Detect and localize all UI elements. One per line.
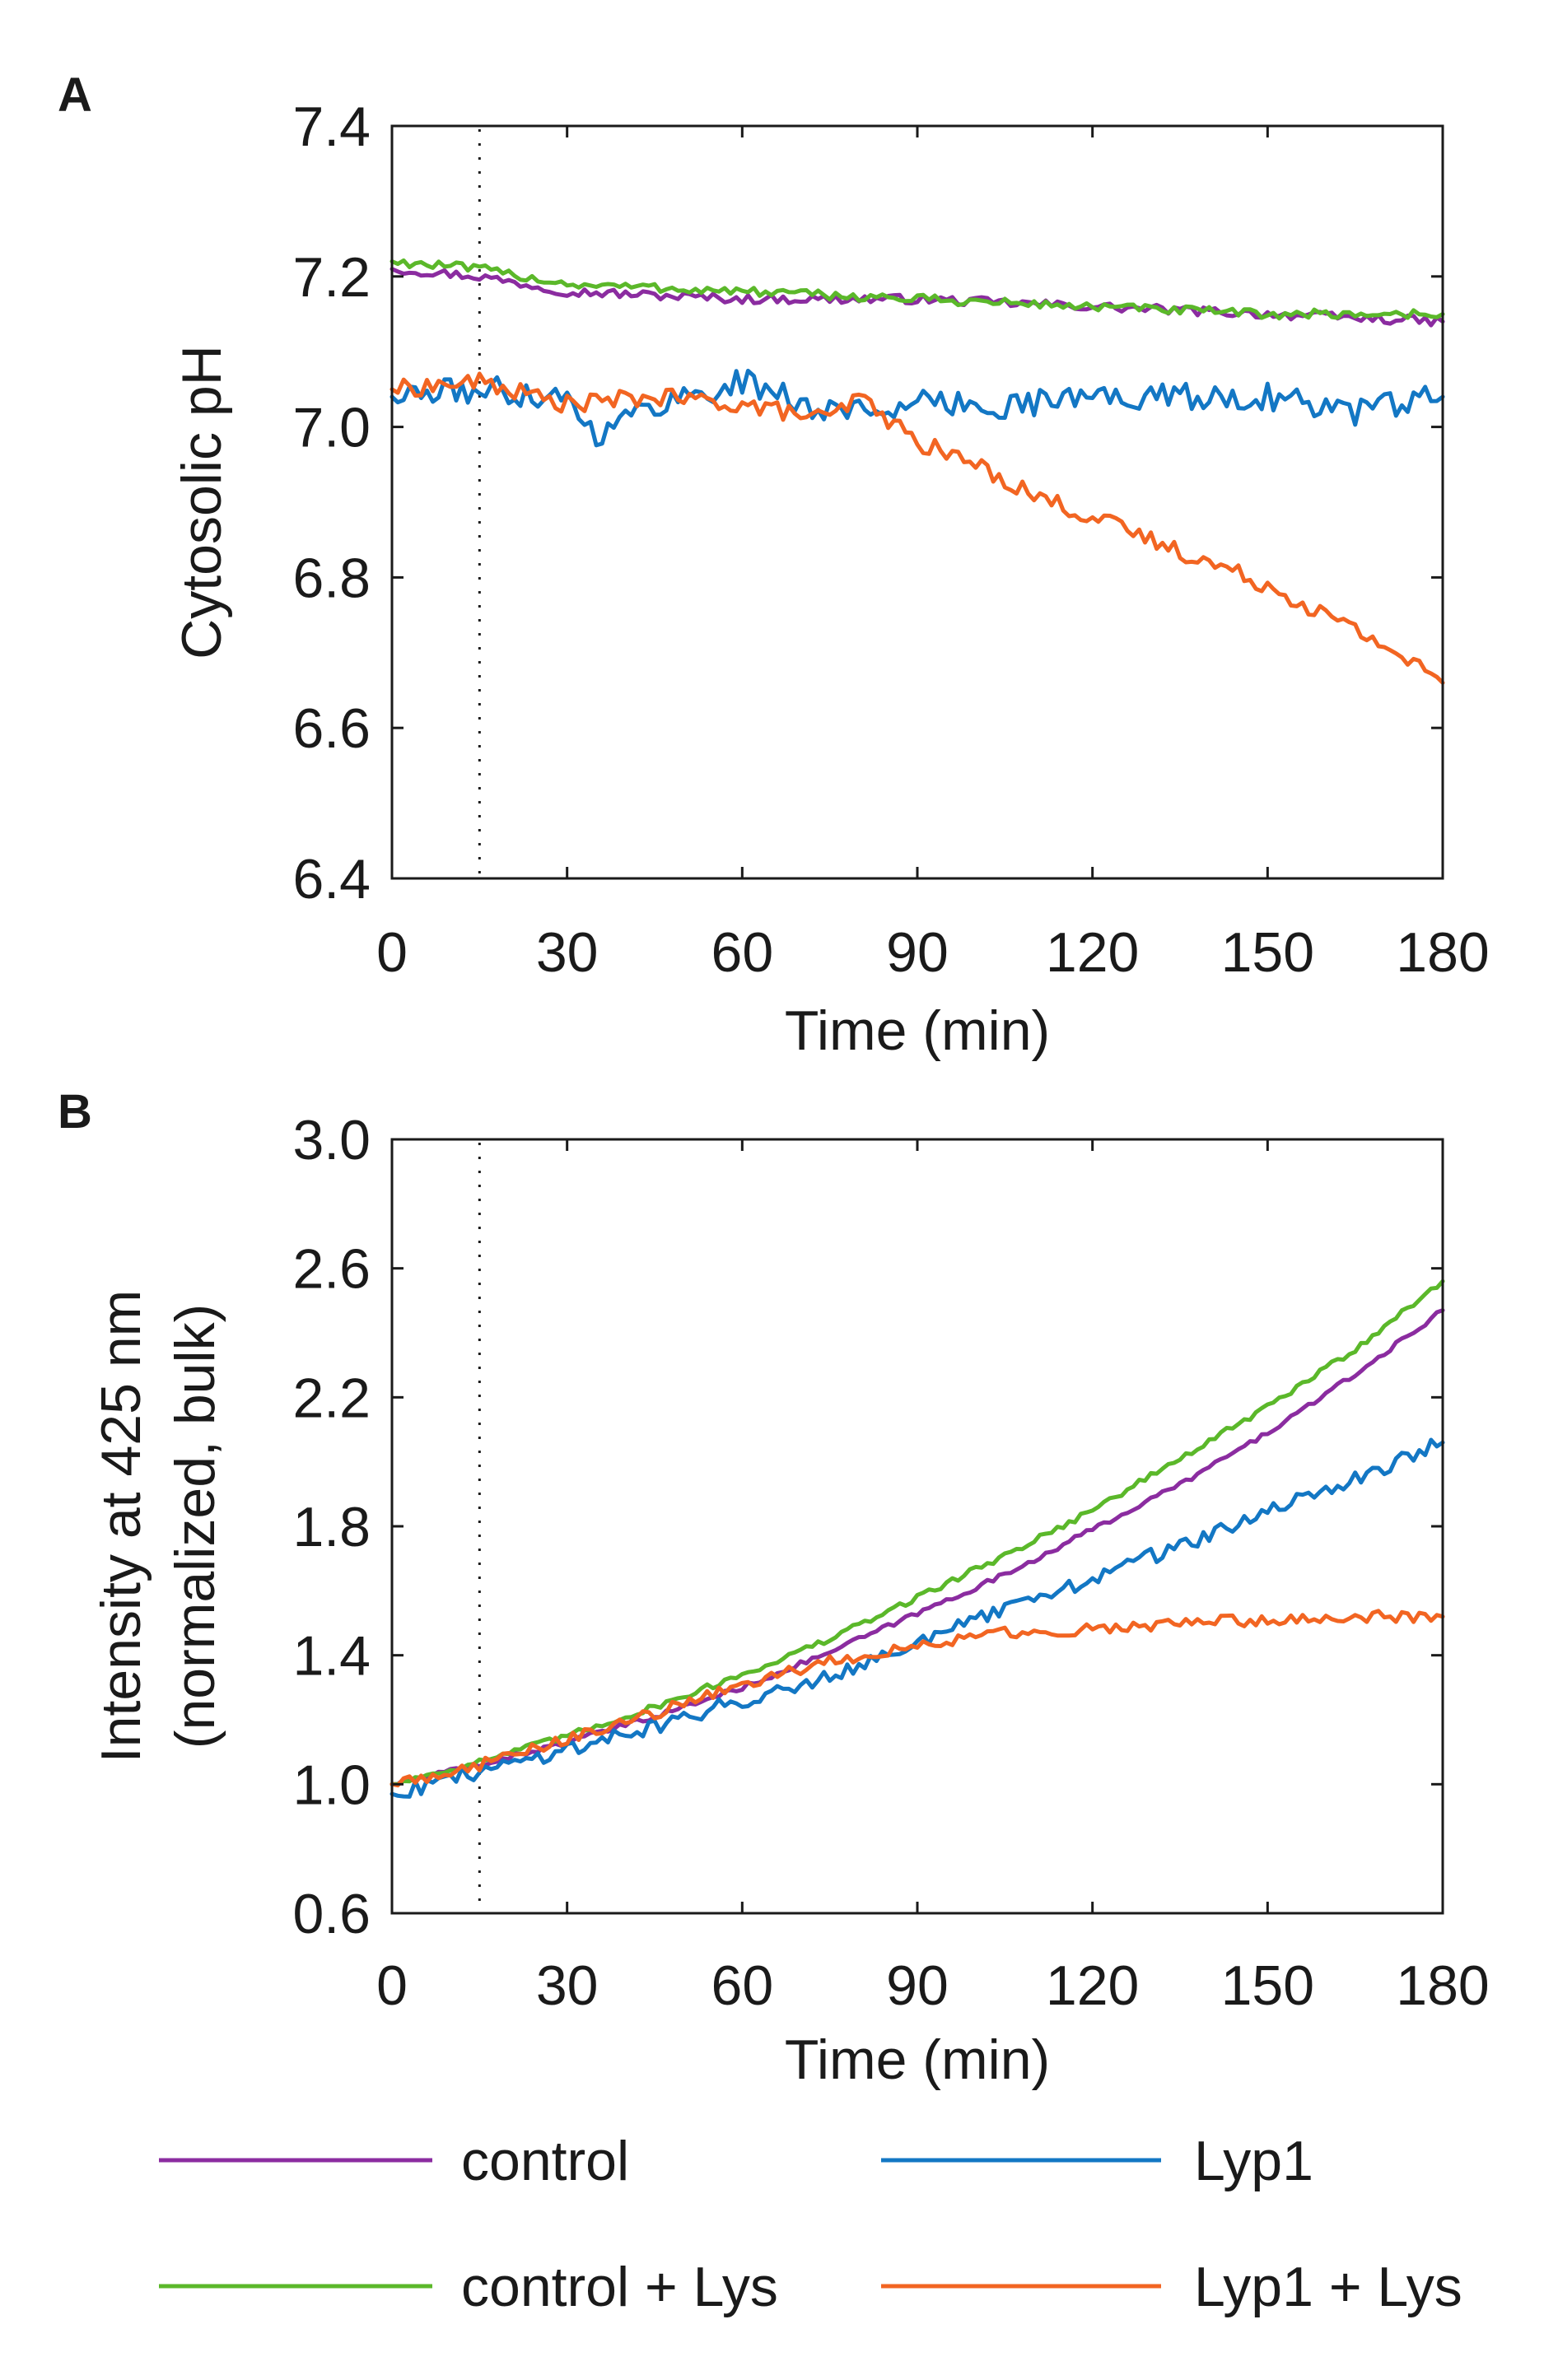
panel-b-x-tick-label: 180: [1396, 1954, 1489, 2017]
panel-b-x-axis-label: Time (min): [785, 2028, 1050, 2091]
panel-b-x-tick-label: 60: [711, 1954, 774, 2017]
panel-a-x-tick-label: 30: [536, 921, 599, 984]
panel-a-x-tick-label: 180: [1396, 921, 1489, 984]
panel-b-series-control: [390, 1308, 1445, 1786]
panel-a-y-tick-label: 7.2: [292, 246, 371, 309]
panel-a-x-tick-label: 120: [1046, 921, 1139, 984]
panel-b-series-lyp1-plus-lys: [390, 1609, 1445, 1788]
panel-label-a: A: [58, 68, 92, 122]
panel-a-x-tick-label: 60: [711, 921, 774, 984]
panel-b-x-tick-label: 30: [536, 1954, 599, 2017]
panel-b-y-tick-label: 3.0: [292, 1109, 371, 1171]
legend-label-control-plus-lys: control + Lys: [461, 2256, 778, 2318]
panel-b-y-tick-label: 1.8: [292, 1496, 371, 1558]
panel-a-ticks: 0 30 60 90 120 150 180 6.4 6.6 6.8 7.0 7.2 7.4: [292, 95, 1489, 984]
panel-b-x-tick-label: 0: [376, 1954, 408, 2017]
panel-b-y-tick-label: 2.6: [292, 1238, 371, 1301]
panel-a-data-lines: [390, 129, 1445, 875]
panel-b-y-tick-label: 2.2: [292, 1367, 371, 1429]
panel-b-y-tick-label: 1.0: [292, 1754, 371, 1816]
panel-a-y-tick-label: 6.8: [292, 547, 371, 609]
panel-a-y-tick-label: 6.4: [292, 848, 371, 911]
panel-a-x-tick-label: 150: [1221, 921, 1314, 984]
panel-a-x-tick-label: 0: [376, 921, 408, 984]
panel-a-y-axis-label: Cytosolic pH: [170, 345, 233, 659]
panel-b-y-tick-label: 0.6: [292, 1883, 371, 1945]
panel-b-data-lines: [390, 1143, 1445, 1910]
panel-a: A 0 30 60 90 120 150 180 6.4 6.6 6.8 7.0 7.2 7.4 Tim…: [58, 68, 1490, 1062]
panel-b-ticks: 0 30 60 90 120 150 180 0.6 1.0 1.4 1.8 2.2 2.6 3.0: [292, 1109, 1489, 2017]
panel-b-y-axis-label-line2: (normalized, bulk): [164, 1304, 226, 1749]
panel-a-y-tick-label: 6.6: [292, 697, 371, 760]
panel-a-plot-frame: [390, 124, 1444, 880]
panel-a-series-control: [390, 267, 1445, 328]
legend: control Lyp1 control + Lys Lyp1 + Lys: [159, 2130, 1462, 2318]
panel-a-x-tick-label: 90: [886, 921, 949, 984]
panel-a-series-control-plus-lys: [390, 258, 1445, 321]
panel-a-x-axis-label: Time (min): [785, 999, 1050, 1062]
panel-a-y-tick-label: 7.4: [292, 95, 371, 158]
panel-a-y-tick-label: 7.0: [292, 397, 371, 459]
panel-label-b: B: [58, 1085, 92, 1139]
panel-b-x-tick-label: 90: [886, 1954, 949, 2017]
panel-b-series-control-plus-lys: [390, 1278, 1445, 1786]
panel-b: B 0 30 60 90 120 150 1800.61.01.41.82.22.63.0 …: [58, 1085, 1490, 2091]
panel-b-y-axis-label: Intensity at 425 nm: [90, 1290, 152, 1763]
panel-b-x-tick-label: 150: [1221, 1954, 1314, 2017]
panel-b-x-tick-label: 120: [1046, 1954, 1139, 2017]
legend-label-control: control: [461, 2130, 629, 2192]
legend-label-lyp1: Lyp1: [1194, 2130, 1313, 2192]
panel-a-series-lyp1: [390, 368, 1445, 448]
panel-a-series-lyp1-plus-lys: [390, 371, 1445, 685]
panel-b-plot-frame: [390, 1138, 1444, 1915]
panel-b-y-tick-label: 1.4: [292, 1625, 371, 1688]
legend-label-lyp1-plus-lys: Lyp1 + Lys: [1194, 2256, 1462, 2318]
